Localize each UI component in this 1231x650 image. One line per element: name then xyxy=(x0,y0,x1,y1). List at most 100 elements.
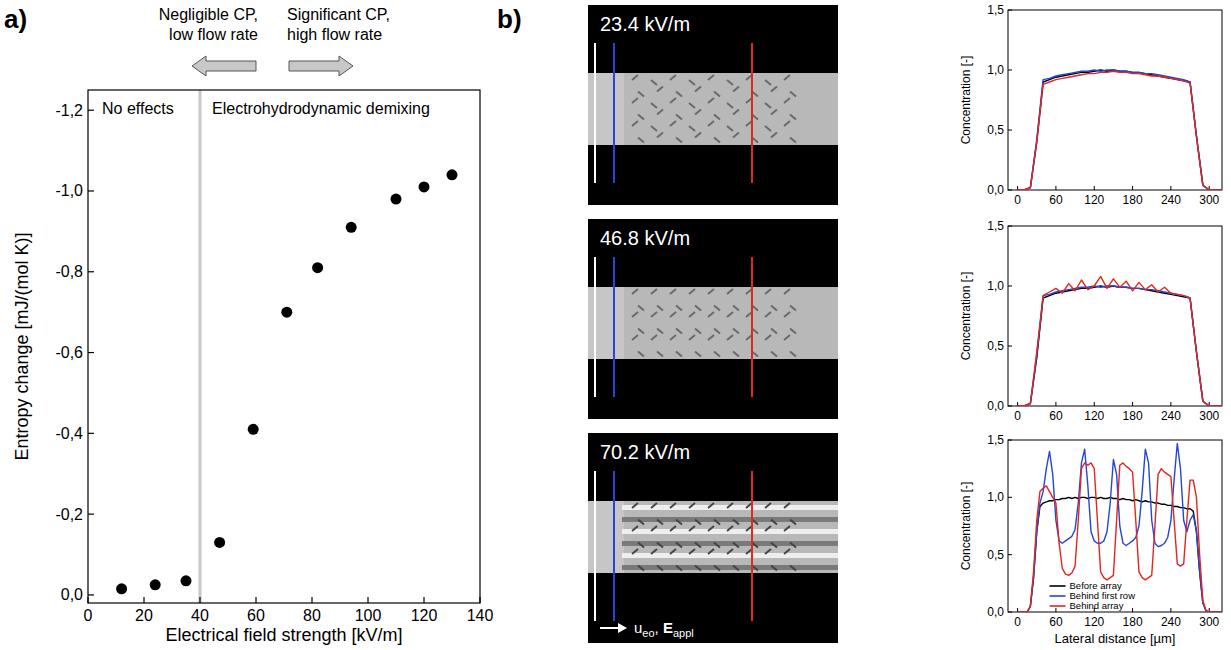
pillar xyxy=(638,92,644,97)
data-point xyxy=(391,194,402,205)
pillar xyxy=(708,526,714,531)
field-label: 23.4 kV/m xyxy=(600,13,690,35)
pillar xyxy=(695,87,701,92)
x-tick xyxy=(87,597,88,603)
data-point xyxy=(248,424,259,435)
micrograph: 46.8 kV/m xyxy=(588,219,838,419)
pillar xyxy=(708,335,714,340)
plot-frame xyxy=(88,90,480,603)
pillar xyxy=(657,306,663,311)
pillar xyxy=(657,133,663,138)
pillar xyxy=(708,98,714,103)
pillar xyxy=(676,352,682,357)
pillar xyxy=(689,503,695,508)
x-tick xyxy=(1055,608,1056,612)
profile-line xyxy=(1018,71,1222,190)
profile-line-first-row xyxy=(613,43,615,183)
pillar xyxy=(771,87,777,92)
streak xyxy=(622,517,838,522)
divider-line xyxy=(199,90,202,603)
pillar xyxy=(632,335,638,340)
pillar xyxy=(771,352,777,357)
x-tick-label: 180 xyxy=(1123,409,1143,423)
plot-frame xyxy=(1008,10,1222,190)
pillar xyxy=(733,520,739,525)
pillar xyxy=(689,126,695,131)
data-point xyxy=(346,222,357,233)
pillar xyxy=(771,133,777,138)
pillar xyxy=(632,289,638,294)
y-tick-label: 0,0 xyxy=(987,183,1004,197)
data-point xyxy=(116,583,127,594)
x-tick-label: 180 xyxy=(1123,193,1143,207)
pillar xyxy=(670,503,676,508)
pillar xyxy=(771,306,777,311)
pillar xyxy=(784,503,790,508)
profile-line-first-row xyxy=(613,471,615,621)
pillar xyxy=(676,543,682,548)
y-tick-label: 1,0 xyxy=(987,63,1004,77)
pillar xyxy=(689,80,695,85)
plot-frame xyxy=(1008,440,1222,612)
data-point xyxy=(150,579,161,590)
pillar xyxy=(695,520,701,525)
pillar xyxy=(638,115,644,120)
field-label: 70.2 kV/m xyxy=(600,441,690,463)
pillar xyxy=(733,110,739,115)
flow-label-part: u xyxy=(634,619,642,636)
micrograph: 23.4 kV/m xyxy=(588,5,838,205)
pillar xyxy=(784,335,790,340)
pillar xyxy=(708,75,714,80)
x-tick-label: 100 xyxy=(355,607,382,624)
pillar xyxy=(714,543,720,548)
pillar xyxy=(695,133,701,138)
pillar xyxy=(676,520,682,525)
x-tick xyxy=(1132,402,1133,406)
pillar xyxy=(727,549,733,554)
y-tick xyxy=(1008,226,1012,227)
pillar xyxy=(765,312,771,317)
pillar xyxy=(733,306,739,311)
pillar xyxy=(727,312,733,317)
y-tick-label: 0,5 xyxy=(987,548,1004,562)
y-tick-label: -0,6 xyxy=(55,344,83,361)
pillar xyxy=(784,121,790,126)
flow-label-part: E xyxy=(663,619,673,636)
pillar xyxy=(689,312,695,317)
x-tick xyxy=(255,597,256,603)
pillar xyxy=(733,352,739,357)
lines xyxy=(1018,276,1222,406)
y-tick-label: 1,5 xyxy=(987,3,1004,17)
pillar xyxy=(689,103,695,108)
profile-line xyxy=(1018,70,1222,190)
y-tick xyxy=(1008,440,1012,441)
pillar xyxy=(714,306,720,311)
pillar xyxy=(632,121,638,126)
x-tick xyxy=(423,597,424,603)
pillar xyxy=(714,352,720,357)
pillar xyxy=(632,549,638,554)
y-tick xyxy=(88,514,94,515)
y-tick-label: 1,0 xyxy=(987,490,1004,504)
flow-label-part: , xyxy=(655,619,663,636)
streak xyxy=(622,553,838,558)
region-label: Electrohydrodynamic demixing xyxy=(212,100,430,117)
x-tick-label: 60 xyxy=(1049,193,1063,207)
pillar xyxy=(784,526,790,531)
x-tick xyxy=(1094,402,1095,406)
pillar xyxy=(727,503,733,508)
pillar xyxy=(670,312,676,317)
panel-label: b) xyxy=(497,4,522,34)
pillar xyxy=(651,103,657,108)
pillar xyxy=(790,329,796,334)
figure: a)b)0204060801001201400,0-0,2-0,4-0,6-0,… xyxy=(0,0,1231,650)
profile-chart: 0601201802403000,00,51,01,5Concentration… xyxy=(959,219,1222,423)
pillar xyxy=(638,352,644,357)
y-tick xyxy=(1008,286,1012,287)
pillar xyxy=(714,115,720,120)
pillar xyxy=(765,335,771,340)
pillar xyxy=(651,526,657,531)
pillar xyxy=(670,335,676,340)
pillar xyxy=(695,329,701,334)
y-tick xyxy=(1008,190,1012,191)
